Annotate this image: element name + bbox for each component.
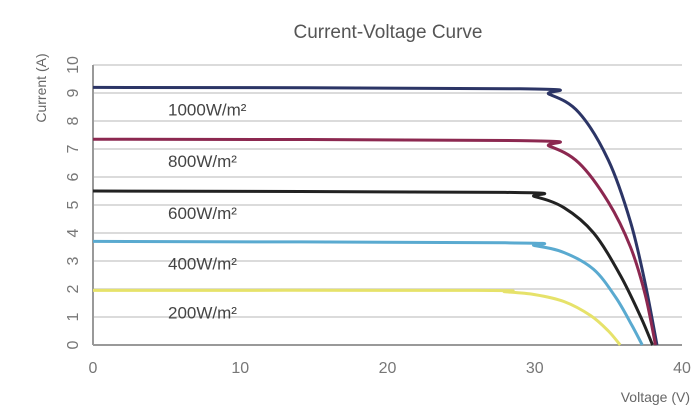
y-tick-label: 6 <box>65 172 82 181</box>
y-tick-label: 3 <box>65 256 82 265</box>
series-label-4: 200W/m² <box>168 303 237 322</box>
y-tick-label: 8 <box>65 116 82 125</box>
y-tick-label: 2 <box>65 284 82 293</box>
series-layer <box>92 85 659 346</box>
series-label-3: 400W/m² <box>168 254 237 273</box>
y-tick-label: 5 <box>65 200 82 209</box>
axis-layer: 0 1 2 3 4 5 6 7 8 9 10 0 10 20 30 40 <box>65 56 691 377</box>
series-label-1: 800W/m² <box>168 152 237 171</box>
x-tick-label: 20 <box>379 360 397 377</box>
x-tick-label: 10 <box>231 360 249 377</box>
y-tick-label: 9 <box>65 88 82 97</box>
y-tick-label: 10 <box>65 56 82 74</box>
series-line-1 <box>92 137 657 346</box>
series-line-4 <box>92 288 622 346</box>
y-tick-label: 1 <box>65 312 82 321</box>
y-tick-label: 0 <box>65 340 82 349</box>
series-line-2 <box>92 189 654 346</box>
y-tick-label: 4 <box>65 228 82 237</box>
curve-label-layer: 1000W/m² 800W/m² 600W/m² 400W/m² 200W/m² <box>168 100 247 322</box>
series-label-0: 1000W/m² <box>168 100 247 119</box>
y-axis-label: Current (A) <box>33 53 49 122</box>
chart-title: Current-Voltage Curve <box>293 22 482 43</box>
series-line-0 <box>92 85 659 346</box>
series-line-3 <box>92 239 644 346</box>
x-tick-label: 30 <box>526 360 544 377</box>
x-tick-label: 40 <box>673 360 691 377</box>
y-tick-label: 7 <box>65 144 82 153</box>
x-axis-label: Voltage (V) <box>621 389 690 405</box>
series-label-2: 600W/m² <box>168 204 237 223</box>
x-tick-label: 0 <box>89 360 98 377</box>
